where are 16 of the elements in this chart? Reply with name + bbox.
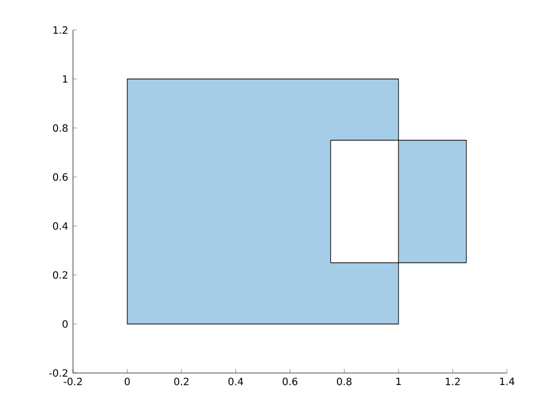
x-tick-label: 0 bbox=[124, 378, 130, 386]
y-tick-label: 0.4 bbox=[53, 222, 68, 230]
y-tick-label: 1 bbox=[63, 75, 68, 83]
y-tick-label: 0.8 bbox=[53, 124, 68, 132]
y-tick-label: 1.2 bbox=[54, 26, 68, 34]
y-tick-label: -0.2 bbox=[49, 369, 68, 377]
x-tick-label: 1.4 bbox=[500, 378, 514, 385]
x-tick-label: 1.2 bbox=[446, 378, 460, 386]
y-tick-label: 0.6 bbox=[53, 173, 68, 181]
y-tick-label: 0.2 bbox=[53, 271, 68, 279]
x-tick-label: 1 bbox=[396, 378, 401, 385]
y-tick-label: 0 bbox=[62, 320, 68, 328]
x-tick-label: 0.2 bbox=[174, 378, 188, 386]
x-tick-label: 0.4 bbox=[228, 378, 244, 386]
x-tick-label: 0.6 bbox=[282, 378, 298, 386]
x-tick-label: 0.8 bbox=[336, 378, 352, 386]
